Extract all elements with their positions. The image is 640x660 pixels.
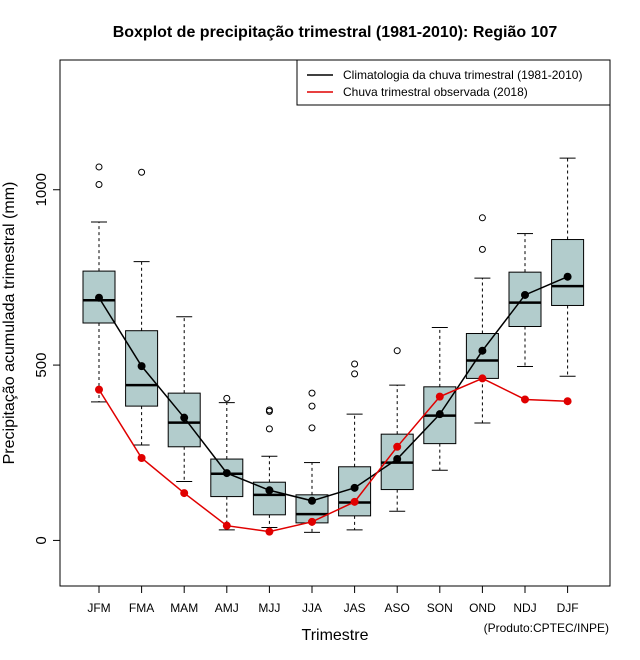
- point-climatology-NDJ: [521, 290, 529, 299]
- box-body-OND: [465, 333, 499, 379]
- outlier-OND-1: [478, 214, 486, 222]
- box-AMJ: [210, 394, 244, 531]
- point-climatology-JAS: [350, 483, 359, 492]
- point-observed-FMA: [137, 454, 146, 463]
- point-climatology-DJF: [563, 272, 572, 281]
- point-observed-SON: [435, 392, 444, 401]
- point-observed-OND: [478, 374, 487, 383]
- point-observed-JFM: [95, 385, 103, 394]
- box-MAM: [167, 316, 201, 483]
- outlier-JJA-0: [308, 424, 316, 432]
- x-tick-label-NDJ: NDJ: [513, 601, 536, 615]
- box-body-DJF: [551, 239, 585, 306]
- outlier-MJJ-0: [265, 425, 273, 433]
- point-observed-ASO: [393, 442, 402, 451]
- outlier-JFM-0: [95, 180, 103, 188]
- point-climatology-JFM: [95, 293, 103, 302]
- series-layer: [95, 272, 572, 536]
- point-climatology-SON: [435, 410, 444, 419]
- outlier-JFM-1: [95, 163, 103, 171]
- x-tick-label-FMA: FMA: [129, 601, 154, 615]
- point-observed-DJF: [563, 397, 572, 406]
- point-climatology-MJJ: [265, 486, 274, 495]
- series-line-climatology: [98, 276, 568, 502]
- y-tick-label-500: 500: [33, 353, 50, 378]
- point-observed-NDJ: [521, 395, 529, 404]
- box-ASO: [380, 347, 414, 512]
- point-climatology-JJA: [308, 496, 316, 505]
- outlier-FMA-0: [138, 168, 146, 176]
- box-OND: [465, 214, 499, 424]
- y-axis-label: Precipitação acumulada trimestral (mm): [1, 182, 18, 465]
- boxes-layer: [82, 86, 585, 533]
- x-tick-label-JAS: JAS: [344, 601, 366, 615]
- point-climatology-MAM: [180, 413, 189, 422]
- outlier-OND-0: [478, 245, 486, 253]
- credit-label: (Produto:CPTEC/INPE): [484, 621, 609, 635]
- outlier-MJJ-2: [265, 406, 273, 414]
- box-NDJ: [508, 86, 542, 367]
- box-FMA: [125, 168, 159, 446]
- point-observed-JAS: [350, 497, 359, 506]
- y-axis: 0 500 1000: [33, 173, 61, 545]
- y-tick-label-0: 0: [33, 536, 50, 544]
- legend: Climatologia da chuva trimestral (1981-2…: [296, 59, 611, 106]
- x-tick-label-MAM: MAM: [170, 601, 198, 615]
- outlier-ASO-0: [393, 347, 401, 355]
- point-climatology-OND: [478, 346, 487, 355]
- outlier-JAS-1: [351, 360, 359, 368]
- box-MJJ: [252, 406, 286, 528]
- x-tick-label-ASO: ASO: [385, 601, 410, 615]
- box-JFM: [82, 163, 116, 403]
- outlier-JAS-0: [351, 370, 359, 378]
- point-observed-JJA: [308, 517, 316, 526]
- point-observed-MAM: [180, 489, 189, 498]
- x-axis: JFM FMA MAM AMJ MJJ JJA JAS ASO SON OND NDJ DJF: [87, 585, 579, 615]
- point-observed-MJJ: [265, 527, 274, 536]
- outlier-JJA-2: [308, 389, 316, 397]
- x-tick-label-OND: OND: [469, 601, 496, 615]
- point-observed-AMJ: [222, 521, 231, 530]
- x-tick-label-JJA: JJA: [302, 601, 322, 615]
- box-body-NDJ: [508, 271, 542, 328]
- x-tick-label-MJJ: MJJ: [258, 601, 280, 615]
- point-climatology-ASO: [393, 455, 402, 464]
- outlier-AMJ-0: [223, 394, 231, 402]
- x-tick-label-JFM: JFM: [87, 601, 110, 615]
- x-tick-label-DJF: DJF: [557, 601, 579, 615]
- box-JJA: [295, 389, 329, 533]
- x-tick-label-AMJ: AMJ: [215, 601, 239, 615]
- box-DJF: [551, 157, 585, 377]
- x-tick-label-SON: SON: [427, 601, 453, 615]
- chart-title: Boxplot de precipitação trimestral (1981…: [113, 24, 558, 41]
- y-tick-label-1000: 1000: [33, 173, 50, 206]
- legend-entry-observed: Chuva trimestral observada (2018): [343, 85, 528, 99]
- x-axis-label: Trimestre: [302, 627, 369, 644]
- series-line-observed: [98, 377, 568, 533]
- legend-frame: [296, 59, 611, 106]
- legend-entry-climatology: Climatologia da chuva trimestral (1981-2…: [343, 68, 582, 82]
- point-climatology-FMA: [137, 362, 146, 371]
- outlier-JJA-1: [308, 402, 316, 410]
- point-climatology-AMJ: [222, 469, 231, 478]
